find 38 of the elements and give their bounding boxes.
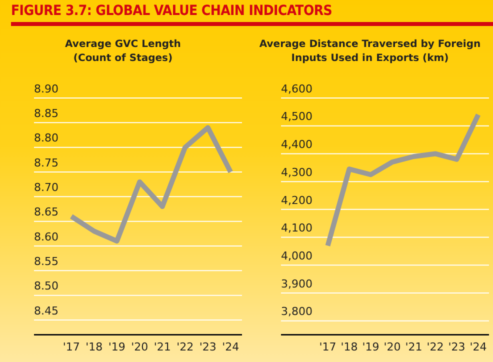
- x-tick-label: '19: [362, 340, 380, 354]
- x-tick-label: '23: [448, 340, 466, 354]
- y-tick-label: 4,500: [281, 110, 312, 124]
- y-tick-label: 8.65: [34, 206, 58, 219]
- x-tick-label: '22: [176, 340, 194, 354]
- y-tick-label: 4,100: [281, 222, 312, 235]
- chart-title: Average Distance Traversed by Foreign Inputs Used in Exports (km): [258, 38, 482, 66]
- y-tick-label: 8.80: [34, 132, 58, 145]
- y-tick-label: 4,000: [281, 250, 312, 263]
- chart-title: Average GVC Length (Count of Stages): [64, 38, 182, 66]
- y-tick-label: 8.55: [34, 255, 58, 268]
- y-tick-label: 4,400: [281, 138, 312, 152]
- x-tick-label: '21: [154, 340, 171, 354]
- x-tick-label: '20: [131, 340, 148, 354]
- x-tick-label: '17: [62, 340, 80, 354]
- x-tick-label: '24: [222, 340, 240, 354]
- y-tick-label: 4,200: [281, 194, 312, 207]
- y-tick-label: 8.45: [34, 304, 58, 318]
- x-tick-label: '19: [108, 340, 126, 354]
- x-tick-label: '18: [86, 340, 103, 354]
- y-tick-label: 8.90: [34, 82, 58, 96]
- y-tick-label: 8.75: [34, 156, 58, 170]
- y-tick-label: 8.50: [34, 280, 58, 293]
- y-tick-label: 3,800: [281, 305, 312, 318]
- y-tick-label: 3,900: [281, 277, 312, 290]
- x-tick-label: '24: [470, 340, 487, 354]
- y-tick-label: 8.85: [34, 107, 58, 120]
- y-tick-label: 8.70: [34, 181, 58, 194]
- x-tick-label: '20: [384, 340, 401, 354]
- x-tick-label: '23: [199, 340, 216, 354]
- x-tick-label: '18: [340, 340, 358, 354]
- x-tick-label: '21: [405, 340, 422, 354]
- y-tick-label: 4,600: [281, 82, 312, 96]
- y-tick-label: 8.60: [34, 230, 58, 244]
- x-tick-label: '17: [319, 340, 336, 354]
- caption: FIGURE 3.7: GLOBAL VALUE CHAIN INDICATORS: [11, 3, 332, 19]
- y-tick-label: 4,300: [281, 166, 312, 179]
- x-tick-label: '22: [426, 340, 444, 354]
